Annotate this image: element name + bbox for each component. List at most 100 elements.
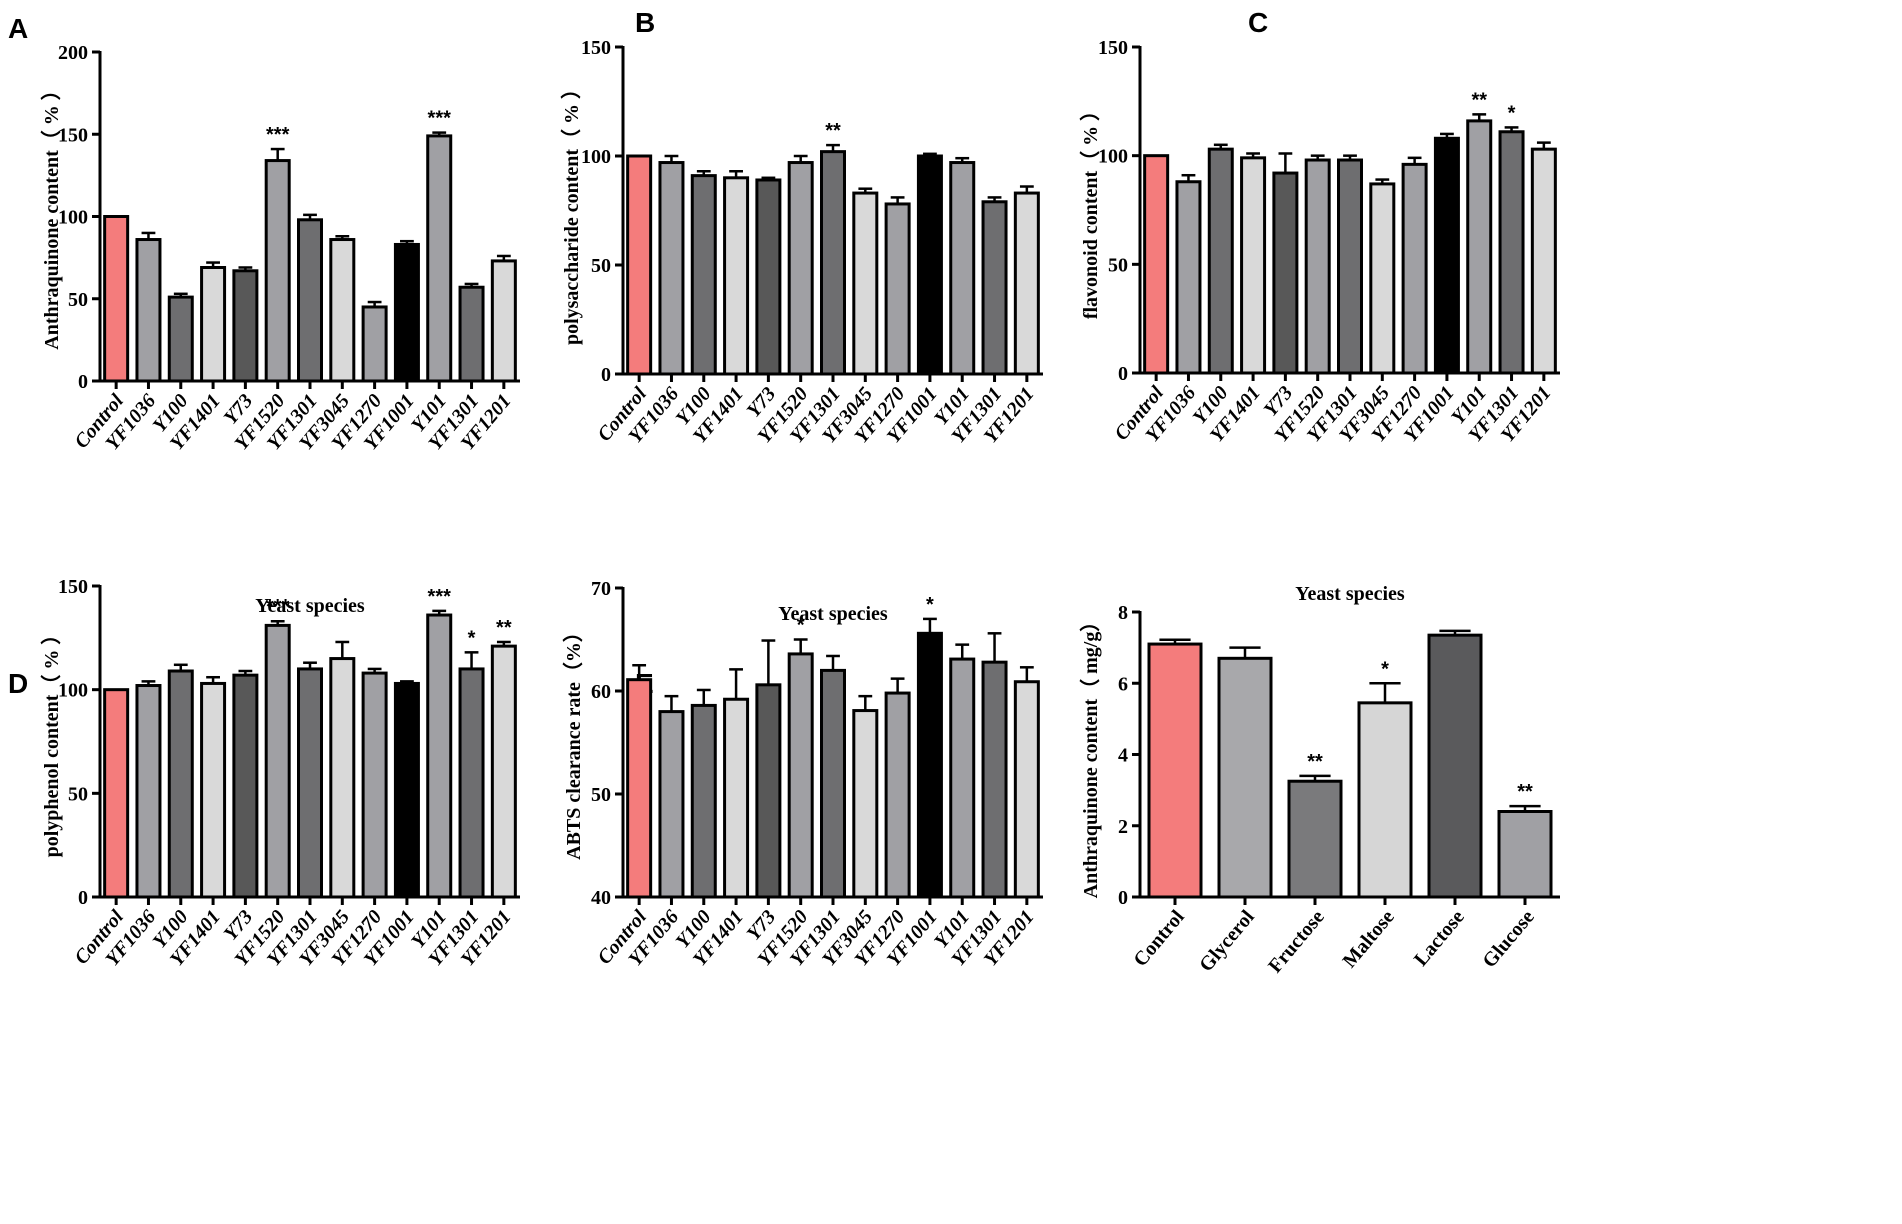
bar-yf1301 [1337,158,1363,375]
bar-yf1301 [1498,130,1525,375]
y-axis-title: ABTS clearance rate（%） [562,622,585,860]
y-tick-label: 50 [591,784,611,806]
bar-yf1001 [393,681,420,899]
significance-label: * [1381,658,1389,680]
bar-yf1301 [981,200,1008,376]
significance-label: *** [428,586,452,608]
y-tick-label: 0 [1118,363,1128,385]
panel-letter-C: C [1248,7,1268,38]
bar-y73 [232,269,259,383]
panel-letter-B: B [635,7,655,38]
significance-label: * [468,627,476,649]
bar-yf1036 [135,238,162,383]
bar-glycerol [1217,656,1273,899]
bar-yf1270 [884,691,911,899]
bar-yf1270 [1401,162,1428,375]
bar-y73 [755,178,782,376]
bar-control [1143,154,1170,375]
y-axis-title: polysaccharide content（ % ） [560,79,583,345]
y-axis-title: Anthraquinone content（ mg/g） [1079,612,1102,899]
bar-y73 [755,683,782,899]
bar-yf1270 [884,202,911,376]
bar-y100 [690,174,717,376]
y-tick-label: 8 [1118,602,1128,624]
bar-yf1401 [1240,156,1267,375]
y-axis-title: flavonoid content（ % ） [1079,101,1102,319]
bar-yf1301 [297,667,323,899]
x-axis-title: Yeast species [778,603,888,625]
bar-y100 [690,703,717,899]
panel-letter-A: A [8,13,28,44]
bar-y100 [1207,147,1234,375]
bar-yf1520 [1304,158,1331,375]
significance-label: ** [496,617,512,639]
significance-label: *** [266,124,290,146]
y-tick-label: 100 [1098,146,1128,168]
y-tick-label: 150 [58,124,88,146]
bar-y101 [949,657,976,899]
bar-yf3045 [329,238,356,383]
bar-yf3045 [852,709,879,899]
bar-yf1201 [1013,191,1040,376]
bar-y101 [426,613,453,899]
significance-label: * [926,594,934,616]
significance-label: *** [266,596,290,618]
bar-fructose [1287,779,1343,899]
y-tick-label: 150 [1098,37,1128,59]
bar-y73 [1272,171,1299,375]
y-tick-label: 50 [1108,254,1128,276]
bar-lactose [1427,633,1483,899]
bar-yf1036 [135,684,162,899]
bar-yf3045 [329,657,356,899]
y-tick-label: 40 [591,887,611,909]
y-axis-title: polyphenol content（ % ） [40,625,63,858]
bar-control [626,154,653,376]
bar-yf1001 [1433,136,1460,375]
y-tick-label: 70 [591,578,611,600]
panel-E: E40506070ABTS clearance rate（%）ControlYF… [562,578,1043,970]
bar-yf1301 [981,660,1008,899]
significance-label: ** [1517,781,1533,803]
bar-yf1401 [723,176,750,376]
x-tick-label: Maltose [1338,906,1398,972]
y-tick-label: 100 [58,207,88,229]
bar-y100 [167,669,194,899]
x-axis-title: Yeast species [255,595,365,617]
bar-maltose [1357,701,1413,899]
y-tick-label: 50 [68,783,88,805]
bar-yf1301 [820,150,846,376]
y-tick-label: 0 [1118,887,1128,909]
bar-y101 [1466,119,1493,375]
significance-label: ** [1471,89,1487,111]
bar-yf1036 [1175,180,1202,375]
bar-yf1520 [787,161,814,376]
bar-y101 [949,161,976,376]
panel-F: F02468Anthraquinone content（ mg/g）Contro… [1079,602,1560,977]
bar-y100 [167,295,194,383]
significance-label: ** [1307,751,1323,773]
y-tick-label: 100 [581,146,611,168]
y-tick-label: 6 [1118,673,1128,695]
panel-letter-D: D [8,668,28,699]
bar-y101 [426,134,453,383]
significance-label: * [797,615,805,637]
bar-control [103,688,130,899]
bar-yf1201 [490,259,517,383]
bar-yf1036 [658,710,685,899]
bar-yf1401 [200,265,227,383]
x-tick-label: Glycerol [1195,906,1259,976]
x-tick-label: Control [1129,906,1189,971]
bar-control [626,678,653,899]
bar-yf1301 [458,667,485,899]
x-tick-label: Glucose [1478,906,1538,972]
y-tick-label: 150 [58,576,88,598]
bar-yf1520 [264,623,291,899]
bar-yf1301 [820,668,846,899]
x-tick-label: Lactose [1410,906,1469,970]
bar-yf1201 [1013,680,1040,899]
